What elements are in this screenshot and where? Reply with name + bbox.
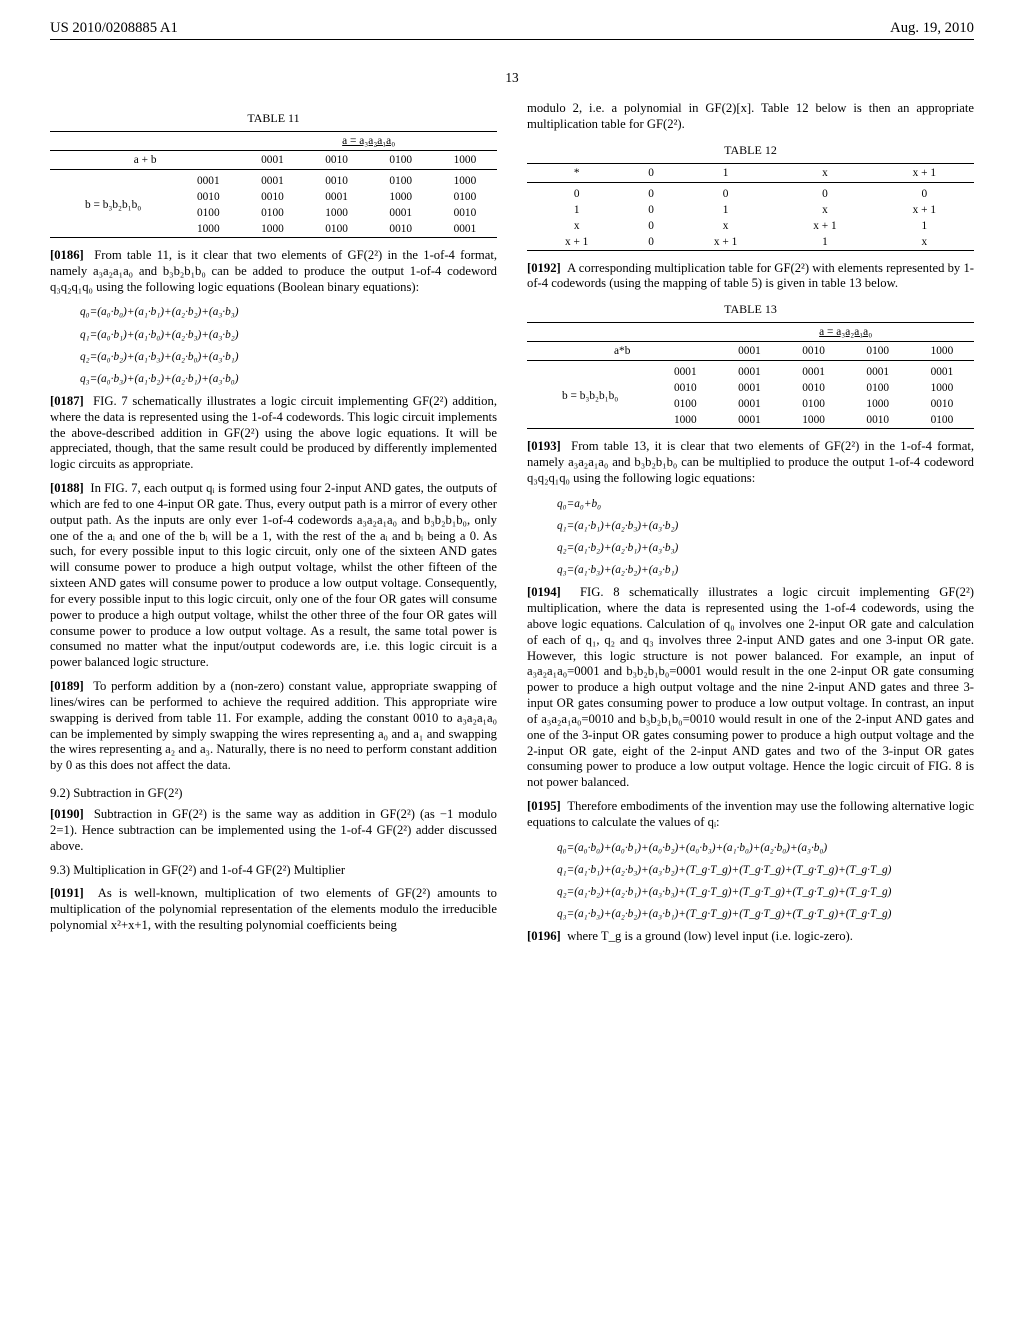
- para-0192: [0192] A corresponding multiplication ta…: [527, 261, 974, 293]
- page-number: 13: [50, 70, 974, 86]
- table13-rowhead: a*b: [527, 342, 717, 361]
- table12: * 0 1 x x + 1 00000 101xx + 1 x0xx + 11 …: [527, 163, 974, 251]
- para-0193: [0193] From table 13, it is clear that t…: [527, 439, 974, 486]
- para-0194: [0194] FIG. 8 schematically illustrates …: [527, 585, 974, 791]
- table13-title: TABLE 13: [527, 302, 974, 317]
- right-column: modulo 2, i.e. a polynomial in GF(2)[x].…: [527, 101, 974, 953]
- para-0196: [0196] where T_g is a ground (low) level…: [527, 929, 974, 945]
- section-9-2: 9.2) Subtraction in GF(2²): [50, 786, 497, 801]
- para-0190: [0190] Subtraction in GF(2²) is the same…: [50, 807, 497, 854]
- table11-colhead: a = a₃a₂a₁a₀: [240, 132, 497, 151]
- table13-colhead: a = a₃a₂a₁a₀: [717, 323, 974, 342]
- table11: a = a₃a₂a₁a₀ a + b 0001 0010 0100 1000 b…: [50, 131, 497, 238]
- publication-number: US 2010/0208885 A1: [50, 20, 178, 37]
- col2-intro: modulo 2, i.e. a polynomial in GF(2)[x].…: [527, 101, 974, 133]
- page-header: US 2010/0208885 A1 Aug. 19, 2010: [50, 20, 974, 40]
- para-0188: [0188] In FIG. 7, each output qᵢ is form…: [50, 481, 497, 671]
- section-9-3: 9.3) Multiplication in GF(2²) and 1-of-4…: [50, 863, 497, 879]
- para-0191: [0191] As is well-known, multiplication …: [50, 886, 497, 933]
- para-0187: [0187] FIG. 7 schematically illustrates …: [50, 394, 497, 473]
- table11-rowhead: a + b: [50, 151, 240, 170]
- two-column-layout: TABLE 11 a = a₃a₂a₁a₀ a + b 0001 0010 01…: [50, 101, 974, 953]
- equations-0193: q₀=a₀+b₀ q₁=(a₁·b₁)+(a₂·b₃)+(a₃·b₂) q₂=(…: [557, 495, 974, 580]
- equations-0186: q₀=(a₀·b₀)+(a₁·b₁)+(a₂·b₂)+(a₃·b₃) q₁=(a…: [80, 303, 497, 388]
- left-column: TABLE 11 a = a₃a₂a₁a₀ a + b 0001 0010 01…: [50, 101, 497, 953]
- publication-date: Aug. 19, 2010: [890, 20, 974, 37]
- para-0195: [0195] Therefore embodiments of the inve…: [527, 799, 974, 831]
- table11-title: TABLE 11: [50, 111, 497, 126]
- table11-bhead: b = b₃b₂b₁b₀: [50, 170, 176, 238]
- para-0189: [0189] To perform addition by a (non-zer…: [50, 679, 497, 774]
- table13-bhead: b = b₃b₂b₁b₀: [527, 361, 653, 429]
- table12-title: TABLE 12: [527, 143, 974, 158]
- para-0186: [0186] From table 11, is it clear that t…: [50, 248, 497, 295]
- equations-0195: q₀=(a₀·b₀)+(a₀·b₁)+(a₀·b₂)+(a₀·b₃)+(a₁·b…: [557, 839, 974, 924]
- table13: a = a₃a₂a₁a₀ a*b 0001 0010 0100 1000 b =…: [527, 322, 974, 429]
